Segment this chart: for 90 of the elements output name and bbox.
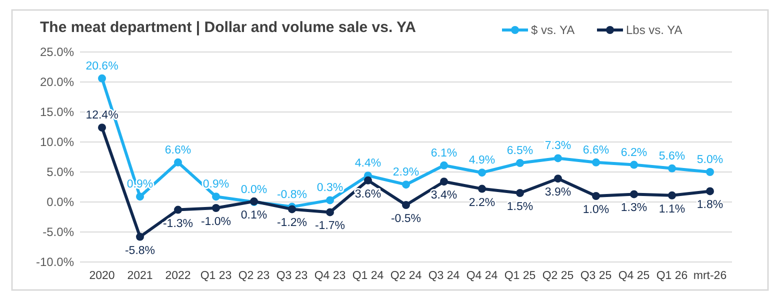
- point: [478, 184, 486, 193]
- data-label: 6.6%: [164, 144, 192, 156]
- data-label: 1.3%: [620, 202, 648, 214]
- point: [288, 205, 296, 214]
- x-tick-label: Q4 25: [618, 270, 650, 282]
- point: [440, 161, 448, 170]
- point: [212, 204, 220, 212]
- data-label: -0.8%: [276, 188, 308, 201]
- data-label: 2.9%: [392, 166, 420, 179]
- point: [630, 160, 638, 169]
- legend-label: Lbs vs. YA: [626, 23, 682, 37]
- point: [554, 154, 562, 162]
- data-label: 3.9%: [544, 186, 572, 199]
- data-label: -1.2%: [276, 217, 308, 230]
- data-label: 6.2%: [620, 146, 648, 159]
- point: [516, 189, 524, 197]
- data-label: 0.3%: [316, 182, 344, 194]
- y-tick-label: 20.0%: [40, 75, 74, 89]
- data-label: -1.3%: [162, 218, 194, 230]
- point: [592, 158, 600, 166]
- y-tick-label: -5.0%: [42, 225, 74, 239]
- x-tick-label: mrt-26: [693, 270, 727, 282]
- x-tick-label: Q1 25: [504, 270, 536, 282]
- point: [706, 168, 714, 176]
- point: [98, 124, 106, 132]
- point: [478, 168, 486, 177]
- x-tick-label: Q2 23: [238, 270, 270, 282]
- legend-label: $ vs. YA: [531, 23, 575, 37]
- x-tick-label: Q3 25: [580, 270, 612, 282]
- y-tick-label: 5.0%: [46, 165, 74, 179]
- data-label: 3.4%: [430, 190, 458, 202]
- data-label: 1.8%: [696, 199, 724, 212]
- x-tick-label: Q1 24: [352, 270, 384, 282]
- data-label: -1.7%: [314, 220, 346, 232]
- data-label: 1.5%: [506, 201, 534, 213]
- data-label: 1.0%: [582, 204, 610, 216]
- data-label: 3.6%: [354, 188, 382, 200]
- y-tick-label: 15.0%: [40, 105, 74, 119]
- point: [668, 164, 676, 172]
- data-label: 7.3%: [544, 140, 572, 152]
- point: [174, 158, 182, 166]
- x-tick-label: Q2 24: [390, 270, 422, 282]
- y-tick-label: 25.0%: [40, 45, 74, 59]
- data-label: 0.0%: [240, 184, 268, 196]
- x-tick-label: 2022: [165, 270, 191, 282]
- point: [440, 178, 448, 186]
- x-tick-label: Q3 23: [276, 270, 308, 282]
- point: [174, 206, 182, 214]
- y-tick-label: 10.0%: [40, 135, 74, 149]
- data-label: 6.6%: [582, 144, 610, 156]
- point: [402, 180, 410, 189]
- data-label: -1.0%: [200, 216, 232, 228]
- point: [98, 74, 106, 82]
- point: [554, 174, 562, 183]
- data-label: 6.1%: [430, 147, 458, 160]
- data-label: 0.1%: [240, 209, 268, 222]
- data-label: 1.1%: [658, 203, 686, 216]
- data-label: -0.5%: [390, 213, 422, 225]
- x-tick-label: Q4 24: [466, 270, 498, 282]
- y-tick-label: 0.0%: [46, 195, 74, 209]
- x-tick-label: 2021: [127, 270, 153, 282]
- point: [212, 192, 220, 201]
- point: [326, 196, 334, 204]
- data-label: 2.2%: [468, 196, 496, 209]
- point: [706, 187, 714, 196]
- x-tick-label: Q4 23: [314, 270, 346, 282]
- data-label: 5.0%: [696, 154, 724, 166]
- x-tick-label: 2020: [89, 270, 115, 282]
- y-tick-label: -10.0%: [36, 255, 74, 269]
- point: [630, 190, 638, 198]
- x-tick-label: Q3 24: [428, 270, 460, 282]
- data-label: -5.8%: [124, 244, 156, 257]
- point: [364, 176, 372, 184]
- data-label: 4.9%: [468, 154, 496, 167]
- point: [402, 201, 410, 209]
- data-label: 0.9%: [202, 178, 230, 191]
- data-label: 5.6%: [658, 150, 686, 162]
- x-tick-label: Q1 23: [200, 270, 232, 282]
- chart-title: The meat department | Dollar and volume sale vs. YA: [40, 19, 416, 36]
- point: [326, 208, 334, 216]
- x-tick-label: Q1 26: [656, 270, 688, 282]
- point: [136, 232, 144, 241]
- point: [136, 192, 144, 201]
- data-label: 6.5%: [506, 145, 534, 157]
- point: [516, 159, 524, 167]
- data-label: 20.6%: [86, 60, 118, 72]
- data-label: 4.4%: [354, 158, 382, 170]
- point: [592, 192, 600, 200]
- point: [668, 191, 676, 200]
- x-tick-label: Q2 25: [542, 270, 574, 282]
